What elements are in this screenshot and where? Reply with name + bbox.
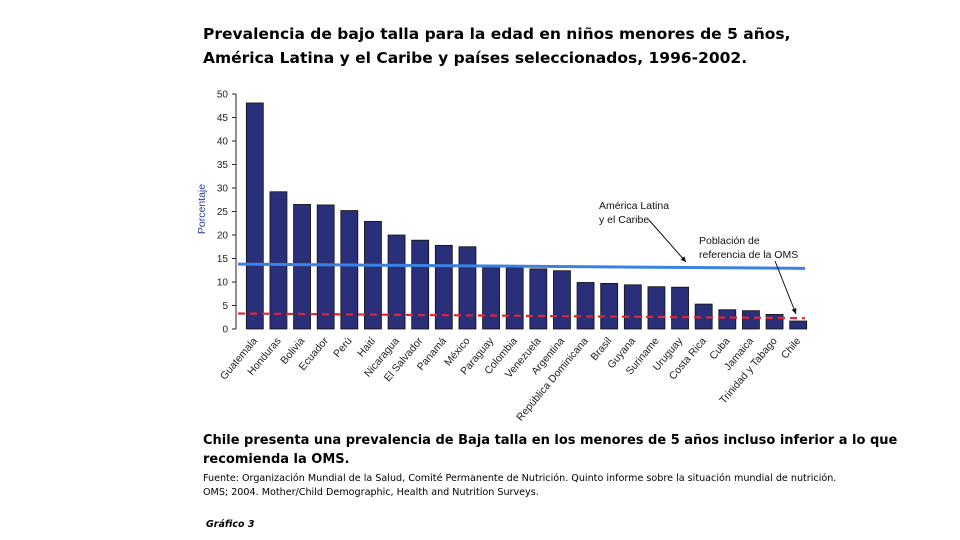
bar [411, 239, 430, 330]
source-line-2: OMS; 2004. Mother/Child Demographic, Hea… [203, 487, 539, 498]
annotation-arrowhead [791, 308, 797, 314]
annotation-text: referencia de la OMS [699, 249, 798, 261]
bar [434, 244, 453, 330]
annotation-pointer [774, 260, 797, 315]
bar [647, 286, 666, 330]
bar [245, 102, 264, 330]
annotation-arrowhead [680, 256, 686, 262]
bar [623, 284, 642, 330]
x-tick-label: Perú [331, 335, 355, 360]
reference-lines [237, 262, 806, 320]
bar [364, 220, 382, 330]
annotation-pointer [648, 219, 687, 263]
bar-chart: 0 5 10 15 20 25 30 35 40 45 50 Porcentaje Guatemal… [196, 90, 808, 424]
annotation-text: Población de [699, 235, 760, 247]
annotation-text: América Latina [599, 200, 669, 212]
bar [316, 204, 335, 330]
bar [340, 210, 359, 330]
bar [718, 309, 737, 330]
y-tick-label: 5 [222, 301, 228, 312]
y-tick-label: 40 [217, 137, 229, 148]
bar [576, 282, 595, 330]
bar [671, 286, 689, 330]
bar [553, 270, 571, 330]
y-tick-label: 15 [217, 254, 229, 265]
bar [765, 314, 784, 330]
bar [600, 283, 619, 330]
source-line-1: Fuente: Organización Mundial de la Salud… [203, 473, 837, 484]
y-tick-label: 10 [217, 278, 229, 289]
conclusion-text: Chile presenta una prevalencia de Baja t… [203, 433, 898, 467]
chart-title-line-2: América Latina y el Caribe y países sele… [203, 49, 748, 67]
y-tick-label: 25 [217, 207, 229, 218]
bar [505, 267, 524, 330]
chart-title-line-1: Prevalencia de bajo talla para la edad e… [203, 25, 791, 43]
bar [269, 191, 288, 330]
bar [482, 266, 500, 330]
bar [293, 204, 311, 330]
reference-line [237, 262, 806, 270]
y-axis-label: Porcentaje [196, 184, 208, 234]
bar [529, 268, 548, 330]
bar [789, 320, 808, 330]
annotations: América Latina y el Caribe Población de ref… [599, 200, 798, 315]
annotation-text: y el Caribe [599, 214, 649, 226]
chart-title: Prevalencia de bajo talla para la edad e… [203, 22, 923, 70]
bar [458, 246, 477, 330]
y-tick-label: 50 [217, 90, 229, 101]
y-tick-label: 30 [217, 184, 229, 195]
reference-line [237, 312, 806, 320]
bars [245, 102, 808, 330]
y-tick-label: 20 [217, 231, 229, 242]
y-tick-label: 35 [217, 160, 229, 171]
bar [742, 310, 760, 330]
y-tick-label: 0 [222, 325, 228, 336]
y-axis: 0 5 10 15 20 25 30 35 40 45 50 [217, 90, 237, 336]
y-tick-label: 45 [217, 113, 229, 124]
bar [387, 234, 406, 330]
figure-label: Gráfico 3 [206, 519, 255, 530]
x-tick-label: Chile [779, 335, 804, 361]
source-note: Fuente: Organización Mundial de la Salud… [203, 472, 903, 500]
